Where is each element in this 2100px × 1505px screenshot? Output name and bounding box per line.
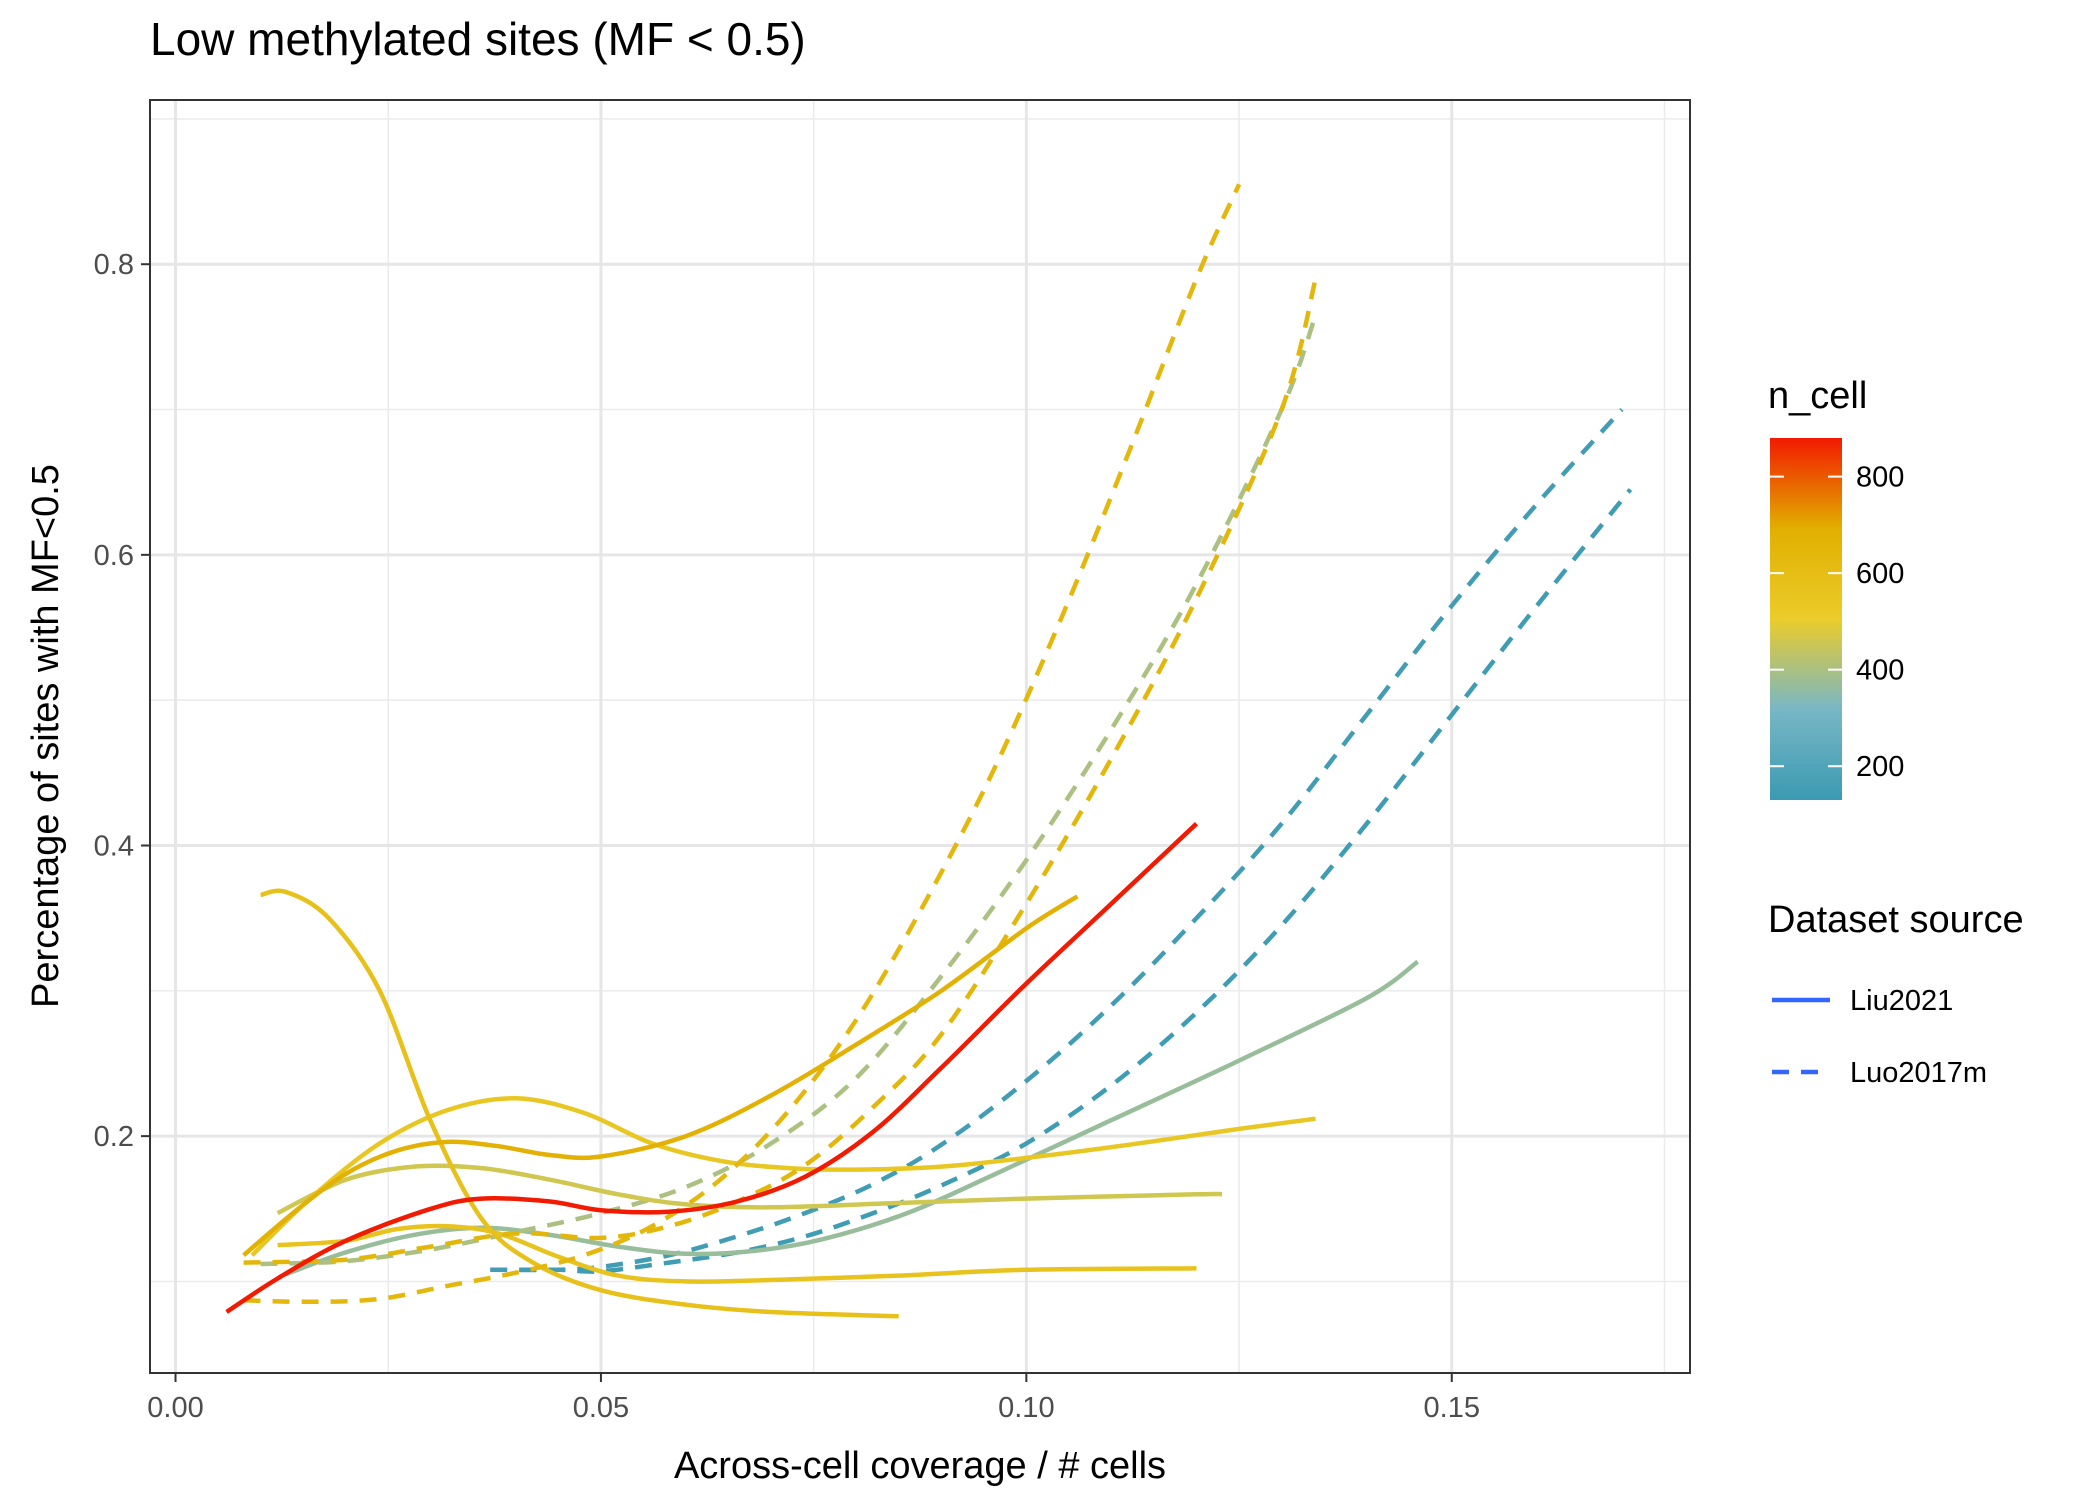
series-line-liu2021-ncell-580: [260, 888, 899, 1319]
y-tick-label: 0.4: [94, 830, 134, 862]
y-tick-label: 0.8: [94, 249, 134, 281]
series-line-luo2017m-ncell-400: [260, 314, 1318, 1267]
x-tick-label: 0.10: [998, 1392, 1054, 1424]
series-line-luo2017m-ncell-150: [490, 408, 1624, 1273]
legend-ncell-colorbar: [1770, 438, 1842, 800]
x-tick-label: 0.05: [573, 1392, 629, 1424]
series-line-liu2021-ncell-880: [225, 822, 1199, 1314]
x-tick-label: 0.00: [147, 1392, 203, 1424]
x-axis-title: Across-cell coverage / # cells: [674, 1445, 1166, 1487]
plot-border: [149, 99, 1691, 1374]
x-tick-label: 0.15: [1424, 1392, 1480, 1424]
series-lines: [225, 183, 1633, 1319]
legend-ncell: n_cell 200 400 600 800: [1768, 375, 1904, 800]
grid-lines: [150, 100, 1690, 1373]
legend-dataset-source: Dataset source Liu2021 Luo2017m: [1768, 899, 2024, 1089]
legend-ncell-title: n_cell: [1768, 375, 1867, 417]
colorbar-tick-label: 800: [1856, 462, 1904, 494]
legend-dataset-source-title: Dataset source: [1768, 899, 2024, 941]
series-line-liu2021-ncell-370: [285, 959, 1420, 1277]
series-line-liu2021-ncell-560: [277, 1223, 1197, 1284]
series-line-luo2017m-ncell-640: [243, 183, 1242, 1305]
colorbar-tick-label: 400: [1856, 655, 1904, 687]
legend-ncell-ticks: 200 400 600 800: [1770, 462, 1904, 783]
series-line-liu2021-ncell-680: [242, 894, 1079, 1258]
y-tick-label: 0.6: [94, 540, 134, 572]
colorbar-tick-label: 200: [1856, 751, 1904, 783]
plot-panel: [150, 100, 1690, 1373]
y-axis-title: Percentage of sites with MF<0.5: [25, 464, 67, 1008]
axes: 0.00 0.05 0.10 0.15 0.2 0.4 0.6 0.8: [94, 249, 1480, 1424]
series-line-liu2021-ncell-540: [250, 1096, 1316, 1257]
colorbar-tick-label: 600: [1856, 558, 1904, 590]
y-tick-label: 0.2: [94, 1121, 134, 1153]
series-line-luo2017m-ncell-140: [490, 488, 1633, 1274]
legend-label-luo2017m: Luo2017m: [1850, 1057, 1987, 1089]
chart-title: Low methylated sites (MF < 0.5): [150, 13, 806, 65]
legend-dataset-source-entries: Liu2021 Luo2017m: [1772, 985, 1987, 1089]
series-line-liu2021-ncell-460: [276, 1163, 1223, 1216]
legend-label-liu2021: Liu2021: [1850, 985, 1953, 1017]
